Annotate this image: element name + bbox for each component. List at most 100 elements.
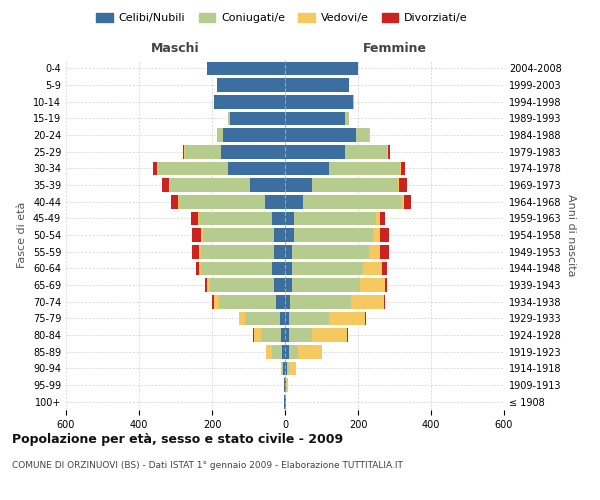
Bar (281, 362, 282, 375)
Bar (199, 245, 201, 258)
Bar (272, 212, 285, 225)
Bar (313, 178, 398, 192)
Bar (356, 128, 369, 142)
Bar (212, 295, 214, 308)
Bar (347, 328, 348, 342)
Bar (217, 78, 285, 92)
Bar (285, 128, 356, 142)
Bar (398, 178, 399, 192)
Bar (254, 328, 261, 342)
Bar (353, 95, 355, 108)
Bar (360, 278, 385, 292)
Bar (282, 345, 285, 358)
Bar (196, 262, 199, 275)
Bar (285, 362, 287, 375)
Bar (223, 128, 285, 142)
Bar (153, 162, 157, 175)
Bar (287, 362, 289, 375)
Bar (199, 262, 201, 275)
Bar (345, 112, 349, 125)
Bar (285, 178, 313, 192)
Bar (217, 128, 223, 142)
Bar (292, 245, 369, 258)
Bar (365, 312, 366, 325)
Bar (285, 112, 345, 125)
Bar (383, 295, 385, 308)
Bar (289, 345, 298, 358)
Bar (184, 145, 185, 158)
Bar (192, 245, 199, 258)
Bar (253, 328, 254, 342)
Bar (179, 195, 265, 208)
Bar (272, 345, 282, 358)
Bar (266, 345, 272, 358)
Bar (285, 245, 292, 258)
Bar (400, 162, 401, 175)
Bar (298, 345, 322, 358)
Bar (345, 145, 387, 158)
Bar (284, 395, 285, 408)
Bar (229, 162, 285, 175)
Bar (369, 128, 370, 142)
Bar (285, 62, 358, 75)
Bar (214, 95, 285, 108)
Bar (210, 278, 274, 292)
Bar (192, 228, 201, 242)
Bar (183, 145, 184, 158)
Bar (285, 145, 345, 158)
Bar (206, 278, 210, 292)
Bar (198, 212, 199, 225)
Bar (286, 378, 288, 392)
Bar (364, 262, 382, 275)
Bar (201, 245, 274, 258)
Text: Popolazione per età, sesso e stato civile - 2009: Popolazione per età, sesso e stato civil… (12, 432, 343, 446)
Bar (285, 195, 303, 208)
Bar (285, 312, 289, 325)
Bar (350, 295, 383, 308)
Bar (201, 228, 203, 242)
Bar (274, 278, 285, 292)
Y-axis label: Anni di nascita: Anni di nascita (566, 194, 575, 276)
Bar (206, 62, 285, 75)
Bar (289, 362, 296, 375)
Bar (283, 362, 285, 375)
Bar (274, 228, 285, 242)
Bar (289, 328, 313, 342)
Bar (261, 328, 281, 342)
Bar (285, 212, 294, 225)
Bar (294, 228, 373, 242)
Bar (292, 262, 364, 275)
Bar (380, 228, 389, 242)
Bar (402, 195, 404, 208)
Bar (199, 212, 272, 225)
Bar (292, 278, 360, 292)
Bar (203, 228, 274, 242)
Bar (170, 178, 250, 192)
Bar (285, 262, 292, 275)
Bar (285, 345, 289, 358)
Bar (285, 328, 289, 342)
Bar (382, 262, 387, 275)
Bar (245, 312, 280, 325)
Bar (178, 195, 179, 208)
Bar (229, 112, 230, 125)
Text: Femmine: Femmine (362, 42, 427, 55)
Bar (162, 178, 169, 192)
Bar (401, 162, 405, 175)
Bar (388, 145, 390, 158)
Bar (230, 112, 285, 125)
Bar (289, 312, 329, 325)
Bar (239, 312, 245, 325)
Bar (220, 295, 276, 308)
Bar (250, 178, 285, 192)
Bar (169, 178, 170, 192)
Bar (157, 162, 229, 175)
Bar (380, 212, 385, 225)
Bar (285, 378, 286, 392)
Bar (285, 78, 349, 92)
Text: Maschi: Maschi (151, 42, 200, 55)
Bar (171, 195, 178, 208)
Bar (272, 262, 285, 275)
Bar (285, 162, 329, 175)
Legend: Celibi/Nubili, Coniugati/e, Vedovi/e, Divorziati/e: Celibi/Nubili, Coniugati/e, Vedovi/e, Di… (92, 8, 472, 28)
